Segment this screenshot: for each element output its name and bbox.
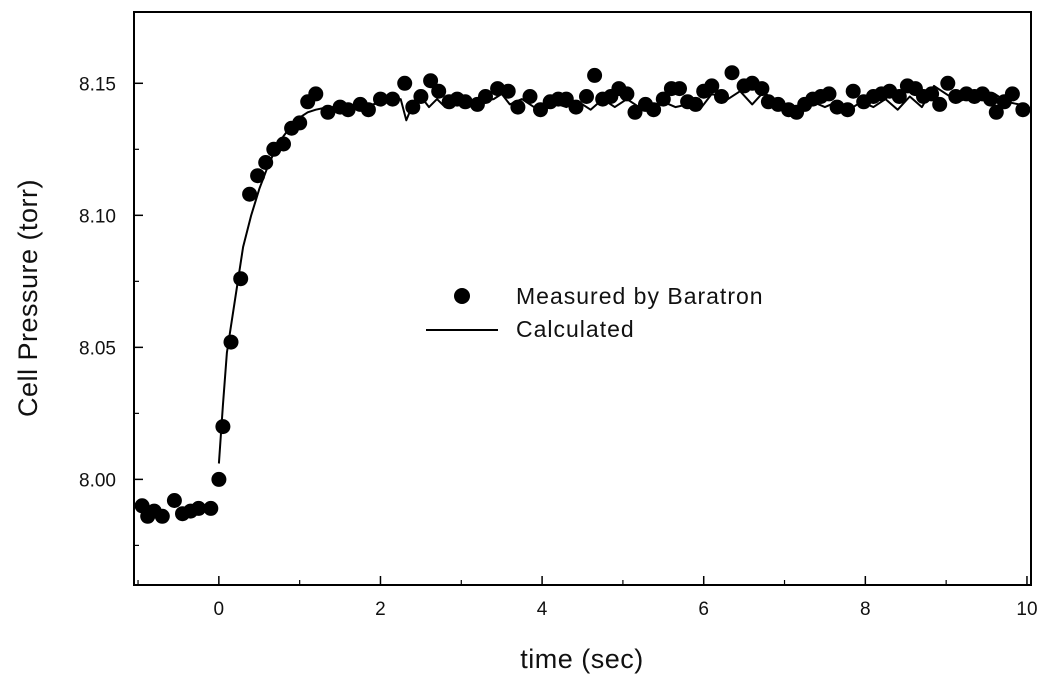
measured-point (627, 104, 643, 120)
measured-point (211, 471, 227, 487)
x-tick-label: 4 (537, 599, 548, 620)
x-tick-label: 0 (214, 599, 225, 620)
measured-point (258, 155, 274, 170)
measured-point (250, 168, 266, 184)
measured-point (242, 186, 258, 202)
y-tick-label: 8.15 (79, 74, 116, 95)
measured-point (840, 102, 856, 118)
x-tick-label: 6 (698, 599, 709, 620)
measured-point (891, 89, 907, 104)
measured-point (579, 89, 594, 104)
measured-point (988, 104, 1004, 120)
measured-point (276, 136, 291, 152)
measured-points-layer (134, 65, 1031, 524)
measured-point (932, 96, 948, 112)
measured-point (845, 83, 861, 99)
measured-point (203, 500, 219, 516)
legend-marker-measured (454, 288, 470, 304)
measured-point (405, 99, 421, 115)
measured-point (154, 508, 170, 524)
measured-point (292, 115, 308, 131)
x-tick-label: 2 (375, 599, 386, 620)
y-tick-label: 8.05 (79, 338, 116, 359)
measured-point (568, 99, 584, 115)
x-tick-label: 10 (1016, 599, 1037, 620)
measured-point (385, 91, 401, 107)
measured-point (688, 96, 704, 112)
measured-point (413, 89, 429, 104)
measured-point (360, 102, 376, 118)
measured-point (646, 102, 662, 118)
y-tick-label: 8.00 (79, 470, 116, 491)
measured-point (308, 86, 324, 102)
axis-ticks: 0 2 4 6 8 10 8.00 8.05 8.10 8.15 (79, 74, 1038, 620)
measured-point (724, 65, 740, 81)
measured-point (940, 75, 956, 91)
measured-point (457, 94, 473, 110)
calculated-line (217, 84, 1027, 464)
measured-point (233, 271, 249, 287)
legend: Measured by Baratron Calculated (426, 283, 764, 342)
measured-point (340, 102, 356, 118)
y-axis-title: Cell Pressure (torr) (13, 179, 43, 417)
measured-point (821, 86, 837, 102)
measured-point (223, 334, 239, 350)
plot-frame (133, 11, 1032, 586)
measured-point (619, 86, 635, 102)
y-tick-label: 8.10 (79, 206, 116, 227)
measured-point (1004, 86, 1020, 102)
measured-point (704, 78, 720, 94)
measured-point (754, 81, 770, 97)
calculated-line-layer (217, 84, 1027, 464)
measured-point (587, 67, 603, 83)
measured-point (423, 73, 439, 89)
measured-point (655, 91, 671, 107)
measured-point (714, 89, 729, 104)
measured-point (397, 75, 413, 91)
measured-point (373, 91, 388, 107)
measured-point (215, 419, 231, 435)
legend-label-calculated: Calculated (516, 316, 635, 342)
legend-label-measured: Measured by Baratron (516, 283, 764, 309)
measured-point (166, 493, 182, 508)
measured-point (983, 91, 999, 107)
measured-point (924, 86, 940, 102)
measured-point (500, 83, 516, 99)
measured-point (431, 83, 447, 99)
measured-point (320, 104, 336, 120)
measured-point (478, 89, 493, 104)
x-tick-label: 8 (860, 599, 871, 620)
measured-point (1015, 102, 1031, 118)
measured-point (191, 500, 207, 516)
measured-point (522, 89, 538, 104)
x-axis-title: time (sec) (520, 644, 644, 674)
measured-point (672, 81, 687, 97)
measured-point (510, 99, 526, 115)
